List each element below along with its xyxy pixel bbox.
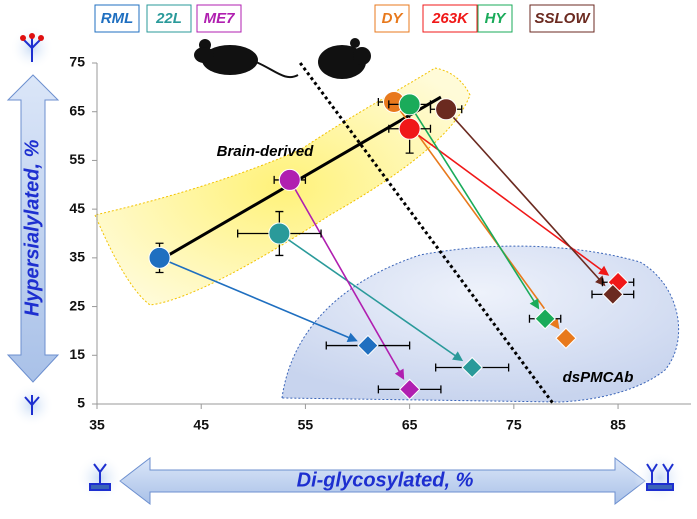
glycan-icon — [10, 26, 686, 504]
legend-box — [374, 4, 410, 33]
legend-label: SSLOW — [535, 10, 592, 27]
x-tick-label: 85 — [610, 417, 626, 433]
annotation: dsPMCAb — [563, 369, 634, 386]
y-axis-title: Hypersialylated, % — [21, 139, 43, 316]
brain-point — [398, 93, 421, 116]
y-tick-label: 75 — [69, 54, 85, 70]
brain-point — [148, 246, 171, 269]
y-tick-label: 35 — [69, 249, 85, 265]
legend-label: HY — [485, 10, 508, 27]
legend-box — [94, 4, 140, 33]
hamster-icon — [318, 38, 371, 79]
transition-arrow — [289, 179, 402, 376]
x-axis-title: Di-glycosylated, % — [297, 469, 474, 491]
pmca-point — [602, 283, 624, 306]
brain-point — [268, 222, 291, 245]
legend-box — [422, 4, 478, 33]
legend-label: 263K — [431, 10, 469, 27]
x-tick-label: 35 — [89, 417, 105, 433]
transition-arrow — [159, 257, 353, 340]
y-tick-label: 15 — [69, 346, 85, 362]
transition-arrow — [393, 101, 557, 325]
divider-line — [299, 62, 555, 405]
legend-label: 22L — [155, 10, 182, 27]
pmca-point — [398, 378, 421, 401]
legend-box — [477, 4, 513, 33]
transition-arrow — [278, 232, 459, 359]
arrow-head — [394, 368, 405, 380]
y-tick-label: 25 — [69, 297, 85, 313]
legend-box — [196, 4, 242, 33]
transition-arrow — [408, 103, 537, 305]
x-tick-label: 65 — [402, 417, 418, 433]
mouse-icon — [194, 39, 299, 79]
brain-point — [278, 168, 301, 191]
legend-box — [529, 4, 595, 33]
y-tick-label: 55 — [69, 151, 85, 167]
y-tick-label: 65 — [69, 102, 85, 118]
arrow-head — [529, 298, 540, 310]
brain-point — [435, 98, 458, 121]
legend-label: DY — [382, 10, 405, 27]
y-axis-arrow — [6, 74, 60, 383]
x-tick-label: 45 — [193, 417, 209, 433]
legend-label: RML — [101, 10, 134, 27]
brain-point — [398, 117, 421, 140]
arrow-head — [598, 265, 610, 276]
arrow-head — [346, 332, 358, 343]
arrow-head — [452, 351, 464, 362]
arrow-head — [549, 318, 560, 330]
pmca-point — [357, 334, 379, 357]
x-tick-label: 75 — [506, 417, 522, 433]
pmca-point — [461, 356, 483, 379]
pmca-region — [281, 245, 680, 403]
x-tick-label: 55 — [298, 417, 314, 433]
y-tick-label: 45 — [69, 200, 85, 216]
annotation: Brain-derived — [217, 143, 315, 160]
legend-label: ME7 — [204, 10, 236, 27]
y-tick-label: 5 — [77, 395, 85, 411]
pmca-point — [534, 308, 556, 330]
pmca-point — [555, 327, 577, 349]
transition-arrow — [445, 108, 603, 283]
legend-box — [146, 4, 192, 33]
